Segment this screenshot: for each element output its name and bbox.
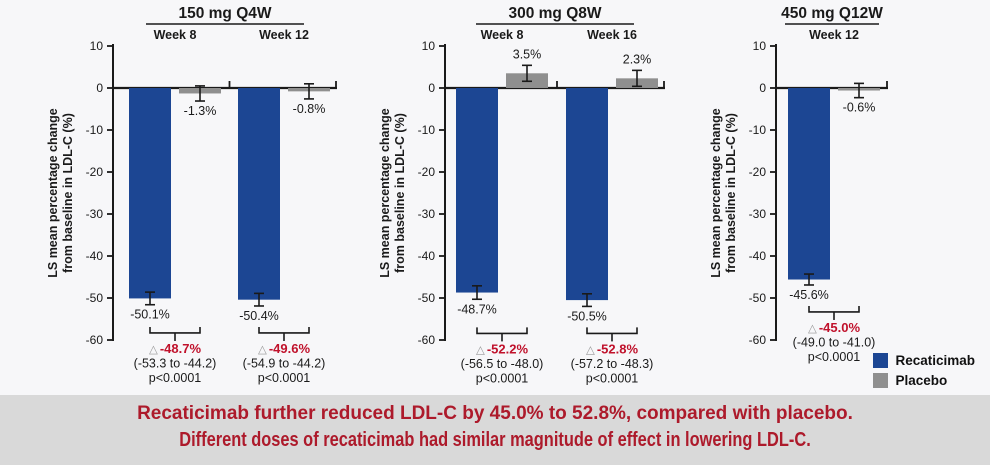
panel-300-mg-q8w: 300 mg Q8W 10 0 -10 -20 -30 -40 -50 -60 LS mean p… (378, 5, 665, 385)
p-value: p<0.0001 (149, 371, 202, 385)
placebo-value-label: -0.6% (843, 101, 876, 115)
legend-item-recaticimab: Recaticimab (873, 353, 975, 368)
triangle-delta-icon: △ (149, 344, 159, 356)
triangle-delta-icon: △ (586, 344, 596, 356)
y-axis-tick-label: -10 (418, 123, 436, 137)
recaticimab-swatch-icon (873, 353, 889, 368)
legend-item-placebo: Placebo (873, 373, 975, 388)
panel-150-mg-q4w: 150 mg Q4W 10 0 -10 -20 -30 -40 -50 -60 LS mean p… (46, 5, 337, 385)
difference-value: -52.8% (597, 341, 639, 356)
y-axis-title-line2: from baseline in LDL-C (%) (724, 113, 738, 273)
week-label: Week 12 (809, 28, 859, 42)
placebo-value-label: 2.3% (623, 52, 652, 66)
recaticimab-value-label: -50.5% (567, 309, 607, 323)
recaticimab-value-label: -45.6% (789, 288, 829, 302)
y-axis-title-line1: LS mean percentage change (709, 108, 723, 278)
y-axis-tick-label: -40 (418, 249, 436, 263)
confidence-interval: (-53.3 to -44.2) (134, 356, 217, 370)
panel-450-mg-q12w: 450 mg Q12W 10 0 -10 -20 -30 -40 -50 -60 LS mean … (709, 5, 888, 364)
comparison-bracket (808, 305, 860, 313)
legend: Recaticimab Placebo (873, 353, 975, 388)
caption-band: Recaticimab further reduced LDL-C by 45.… (0, 395, 990, 465)
panel-title: 450 mg Q12W (781, 5, 883, 22)
y-axis-tick-label: 10 (753, 39, 767, 53)
p-value: p<0.0001 (808, 350, 861, 364)
y-axis-title-line2: from baseline in LDL-C (%) (61, 113, 75, 273)
y-axis-tick-label: -60 (418, 333, 436, 347)
placebo-value-label: 3.5% (513, 47, 542, 61)
week-label: Week 12 (259, 28, 309, 42)
comparison-bracket (149, 326, 201, 334)
p-value: p<0.0001 (586, 371, 639, 385)
difference-value: -52.2% (487, 341, 529, 356)
difference-label: △ -45.0% (808, 320, 860, 335)
triangle-delta-icon: △ (476, 344, 486, 356)
legend-label-recaticimab: Recaticimab (895, 353, 975, 368)
p-value: p<0.0001 (258, 371, 311, 385)
y-axis-tick-label: -10 (749, 123, 767, 137)
difference-value: -45.0% (819, 320, 861, 335)
difference-label: △ -49.6% (258, 341, 310, 356)
y-axis-tick-label: 10 (90, 39, 104, 53)
placebo-value-label: -1.3% (184, 104, 217, 118)
y-axis-title-line1: LS mean percentage change (378, 108, 392, 278)
difference-label: △ -52.8% (586, 341, 638, 356)
bar-recaticimab (129, 88, 171, 299)
comparison-bracket (476, 327, 528, 335)
y-axis-title-line1: LS mean percentage change (46, 108, 60, 278)
y-axis-tick-label: -40 (86, 249, 104, 263)
triangle-delta-icon: △ (258, 344, 268, 356)
confidence-interval: (-49.0 to -41.0) (793, 335, 876, 349)
bar-recaticimab (566, 88, 608, 301)
comparison-bracket (586, 327, 638, 335)
placebo-swatch-icon (873, 373, 889, 388)
difference-label: △ -48.7% (149, 341, 201, 356)
y-axis-title-line2: from baseline in LDL-C (%) (393, 113, 407, 273)
panel-title: 300 mg Q8W (508, 5, 601, 22)
panel-title: 150 mg Q4W (178, 5, 271, 22)
comparison-bracket (258, 326, 310, 334)
p-value: p<0.0001 (476, 371, 529, 385)
y-axis-tick-label: -50 (86, 291, 104, 305)
caption-line-2: Different doses of recaticimab had simil… (179, 428, 811, 451)
confidence-interval: (-57.2 to -48.3) (571, 357, 654, 371)
week-label: Week 16 (587, 28, 637, 42)
y-axis-tick-label: -10 (86, 123, 104, 137)
y-axis-tick-label: 0 (759, 81, 766, 95)
confidence-interval: (-54.9 to -44.2) (243, 356, 326, 370)
y-axis-tick-label: -60 (86, 333, 104, 347)
week-label: Week 8 (481, 28, 524, 42)
y-axis-tick-label: 10 (422, 39, 436, 53)
y-axis-tick-label: -60 (749, 333, 767, 347)
bar-recaticimab (456, 88, 498, 293)
y-axis-tick-label: -20 (749, 165, 767, 179)
y-axis-tick-label: 0 (428, 81, 435, 95)
bar-recaticimab (788, 88, 830, 280)
y-axis-tick-label: 0 (96, 81, 103, 95)
difference-value: -49.6% (269, 341, 311, 356)
triangle-delta-icon: △ (808, 323, 818, 335)
confidence-interval: (-56.5 to -48.0) (461, 357, 544, 371)
bar-recaticimab (238, 88, 280, 300)
y-axis-tick-label: -50 (749, 291, 767, 305)
recaticimab-value-label: -50.1% (130, 308, 170, 322)
y-axis-tick-label: -40 (749, 249, 767, 263)
y-axis-tick-label: -50 (418, 291, 436, 305)
recaticimab-value-label: -50.4% (239, 309, 279, 323)
y-axis-tick-label: -30 (86, 207, 104, 221)
difference-value: -48.7% (160, 341, 202, 356)
y-axis-tick-label: -20 (418, 165, 436, 179)
y-axis-tick-label: -30 (418, 207, 436, 221)
week-label: Week 8 (154, 28, 197, 42)
bar-chart: 150 mg Q4W 10 0 -10 -20 -30 -40 -50 -60 LS mean p… (46, 5, 888, 385)
y-axis-tick-label: -20 (86, 165, 104, 179)
caption-line-1: Recaticimab further reduced LDL-C by 45.… (137, 403, 853, 424)
placebo-value-label: -0.8% (293, 102, 326, 116)
y-axis-tick-label: -30 (749, 207, 767, 221)
legend-label-placebo: Placebo (895, 373, 948, 388)
difference-label: △ -52.2% (476, 341, 528, 356)
recaticimab-value-label: -48.7% (457, 302, 497, 316)
